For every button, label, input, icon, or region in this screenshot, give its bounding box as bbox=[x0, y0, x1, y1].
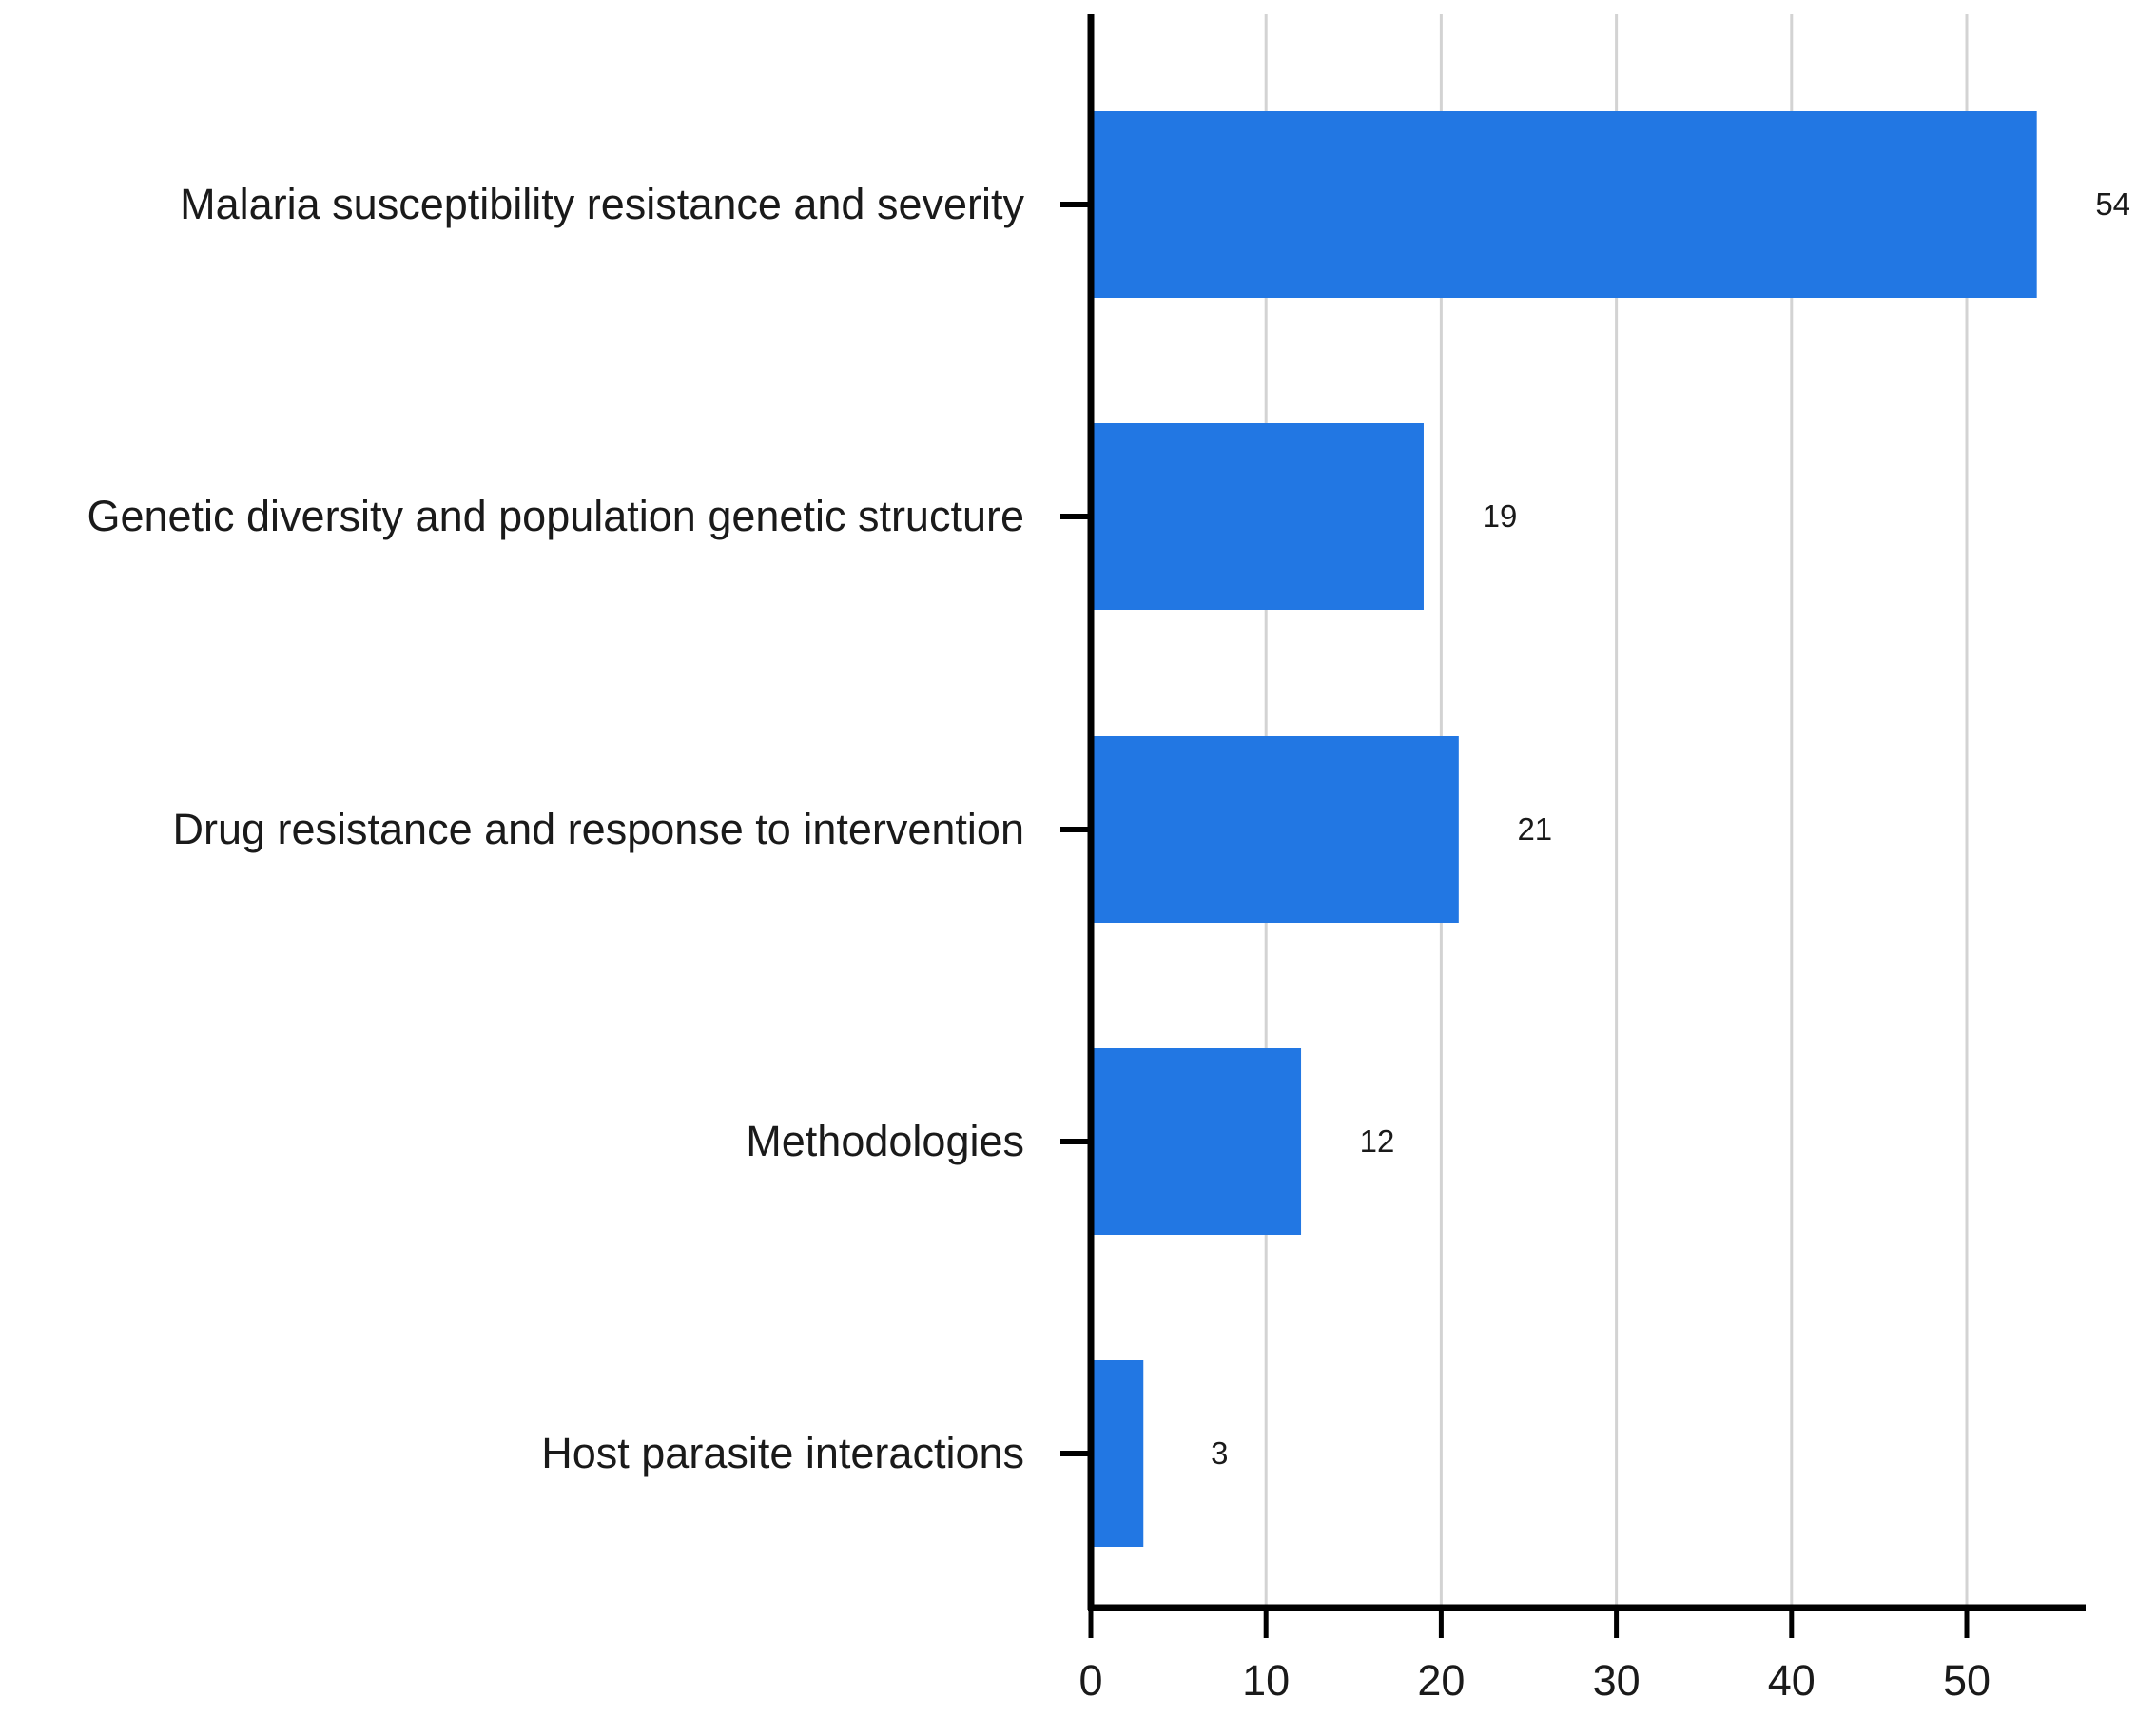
labels: 0 10 20 30 40 50 Malaria susceptibility resist… bbox=[87, 180, 2130, 1705]
category-label: Genetic diversity and population genetic… bbox=[87, 492, 1024, 540]
category-label: Host parasite interactions bbox=[541, 1429, 1024, 1477]
x-tick-label: 10 bbox=[1242, 1656, 1290, 1705]
data-label: 3 bbox=[1211, 1435, 1228, 1471]
category-label: Malaria susceptibility resistance and se… bbox=[180, 180, 1024, 228]
data-label: 12 bbox=[1360, 1123, 1395, 1159]
category-label: Drug resistance and response to interven… bbox=[172, 805, 1024, 853]
bar bbox=[1091, 111, 2037, 298]
category-label: Methodologies bbox=[746, 1117, 1024, 1165]
axes bbox=[1060, 14, 2086, 1638]
x-tick-label: 20 bbox=[1417, 1656, 1465, 1705]
x-tick-label: 30 bbox=[1593, 1656, 1641, 1705]
x-tick-label: 50 bbox=[1943, 1656, 1991, 1705]
data-label: 19 bbox=[1483, 498, 1518, 534]
data-label: 54 bbox=[2095, 186, 2130, 222]
bar bbox=[1091, 1360, 1144, 1547]
bar bbox=[1091, 736, 1459, 923]
data-label: 21 bbox=[1517, 811, 1552, 847]
bar bbox=[1091, 423, 1424, 610]
bars bbox=[1091, 111, 2037, 1547]
bar bbox=[1091, 1048, 1302, 1235]
x-tick-label: 0 bbox=[1078, 1656, 1102, 1705]
x-tick-label: 40 bbox=[1768, 1656, 1816, 1705]
